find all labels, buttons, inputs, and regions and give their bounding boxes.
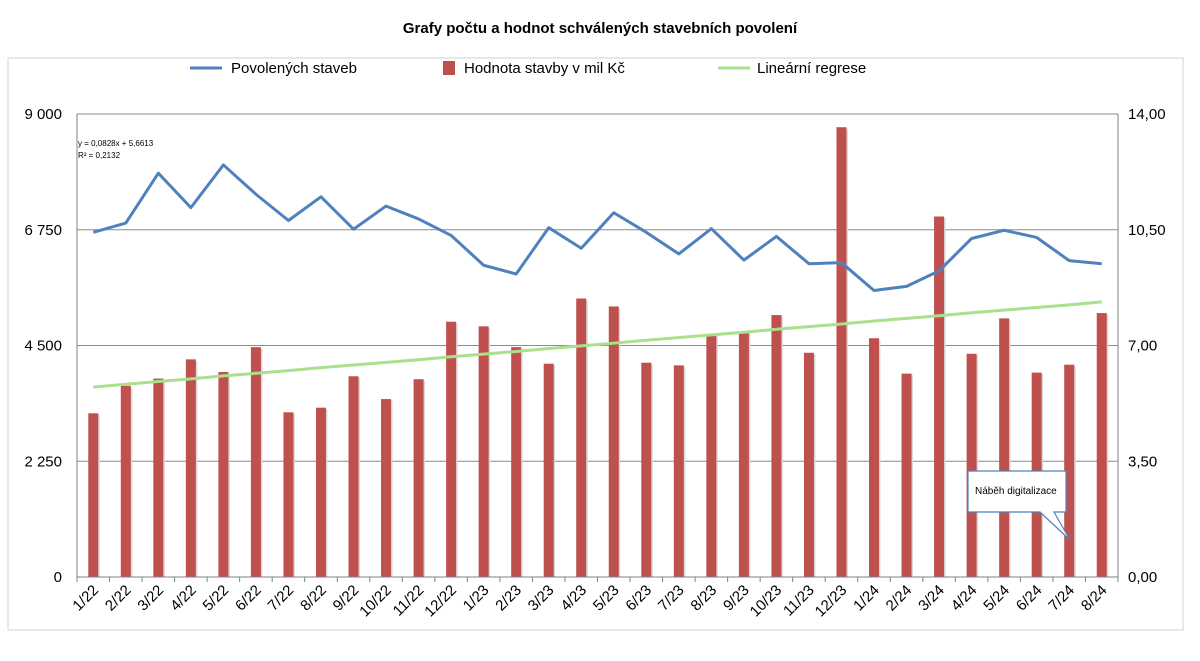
legend-label-hodnota-stavby: Hodnota stavby v mil Kč <box>464 60 625 77</box>
bar <box>381 399 392 577</box>
bar <box>218 371 229 577</box>
legend-swatch-bar-series <box>443 61 455 75</box>
bar <box>1064 364 1075 577</box>
line-layer <box>92 163 1102 292</box>
bar <box>446 321 457 577</box>
left-tick-label: 9 000 <box>24 106 62 123</box>
right-tick-label: 10,50 <box>1128 222 1166 239</box>
regression-r-squared: R² = 0,2132 <box>78 151 121 160</box>
right-tick-label: 0,00 <box>1128 569 1157 586</box>
left-tick-label: 6 750 <box>24 222 62 239</box>
bar <box>706 333 717 577</box>
left-tick-label: 4 500 <box>24 338 62 355</box>
bar <box>250 347 261 577</box>
bar <box>608 306 619 577</box>
bar <box>803 352 814 577</box>
bar <box>869 338 880 577</box>
right-tick-label: 7,00 <box>1128 338 1157 355</box>
bar <box>934 216 945 577</box>
bar <box>153 378 164 577</box>
bar <box>673 365 684 577</box>
legend: Povolených staveb Hodnota stavby v mil K… <box>190 60 866 77</box>
bar <box>511 347 522 577</box>
bar <box>771 315 782 577</box>
right-tick-label: 3,50 <box>1128 453 1157 470</box>
annotation-callout: Náběh digitalizace <box>967 470 1071 541</box>
regression-layer <box>93 300 1102 389</box>
legend-label-povolenych-staveb: Povolených staveb <box>231 60 357 77</box>
bar <box>966 353 977 577</box>
chart-border <box>7 57 1184 631</box>
bar <box>88 413 99 577</box>
bar <box>738 331 749 577</box>
bar <box>543 363 554 577</box>
callout-box <box>967 470 1071 541</box>
left-tick-label: 2 250 <box>24 453 62 470</box>
bar <box>576 298 587 577</box>
series-line-povolenych-staveb <box>92 163 1102 292</box>
bar <box>185 359 196 577</box>
bar <box>413 379 424 577</box>
axes <box>76 114 1119 582</box>
bar <box>478 326 489 577</box>
regression-equation: y = 0,0828x + 5,6613 <box>78 139 154 148</box>
bar <box>283 412 294 577</box>
legend-label-linearni-regrese: Lineární regrese <box>757 60 866 77</box>
bar <box>901 373 912 577</box>
regression-line <box>93 300 1102 389</box>
bar <box>641 362 652 577</box>
bar <box>348 376 359 577</box>
bar <box>999 318 1010 577</box>
left-tick-label: 0 <box>54 569 62 586</box>
bar <box>120 385 131 577</box>
bar <box>1096 313 1107 577</box>
bar <box>315 407 326 577</box>
right-axis-ticks: 0,00 3,50 7,00 10,50 14,00 <box>1128 106 1166 586</box>
callout-text: Náběh digitalizace <box>975 486 1057 497</box>
left-axis-ticks: 0 2 250 4 500 6 750 9 000 <box>24 106 62 586</box>
bars <box>88 127 1109 577</box>
chart-title: Grafy počtu a hodnot schválených stavebn… <box>403 20 798 37</box>
right-tick-label: 14,00 <box>1128 106 1166 123</box>
bar <box>836 127 847 577</box>
